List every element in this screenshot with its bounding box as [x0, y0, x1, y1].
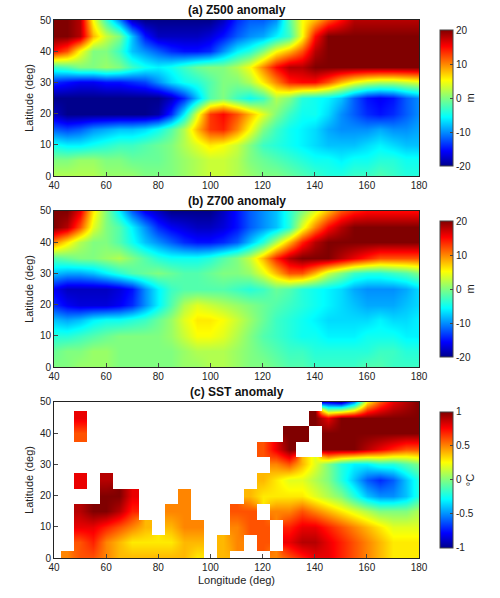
svg-text:60: 60	[101, 371, 113, 382]
svg-text:-1: -1	[456, 542, 465, 553]
svg-text:50: 50	[40, 15, 52, 26]
svg-text:10: 10	[40, 521, 52, 532]
svg-text:°C: °C	[464, 474, 476, 486]
svg-text:1: 1	[456, 406, 462, 417]
svg-text:m: m	[464, 93, 476, 102]
svg-text:0: 0	[45, 362, 51, 373]
svg-text:160: 160	[359, 562, 376, 573]
svg-text:50: 50	[40, 205, 52, 216]
svg-text:120: 120	[254, 371, 271, 382]
svg-text:180: 180	[411, 180, 428, 191]
svg-text:100: 100	[202, 371, 219, 382]
svg-text:20: 20	[456, 25, 468, 36]
svg-text:80: 80	[153, 562, 165, 573]
svg-text:120: 120	[254, 562, 271, 573]
svg-text:10: 10	[456, 250, 468, 261]
svg-text:80: 80	[153, 371, 165, 382]
svg-text:140: 140	[306, 180, 323, 191]
svg-text:50: 50	[40, 396, 52, 407]
svg-text:-20: -20	[456, 161, 471, 172]
svg-text:10: 10	[40, 139, 52, 150]
svg-text:0.5: 0.5	[456, 440, 470, 451]
svg-text:(c) SST anomaly: (c) SST anomaly	[190, 385, 284, 399]
svg-text:180: 180	[411, 371, 428, 382]
svg-text:80: 80	[153, 180, 165, 191]
svg-text:60: 60	[101, 180, 113, 191]
svg-text:Longitude (deg): Longitude (deg)	[198, 574, 275, 586]
svg-text:40: 40	[48, 371, 60, 382]
svg-text:Latitude (deg): Latitude (deg)	[23, 255, 35, 323]
svg-text:-10: -10	[456, 318, 471, 329]
svg-text:0: 0	[45, 553, 51, 564]
svg-text:30: 30	[40, 459, 52, 470]
svg-text:Latitude (deg): Latitude (deg)	[23, 64, 35, 132]
svg-text:160: 160	[359, 180, 376, 191]
svg-text:Latitude (deg): Latitude (deg)	[23, 446, 35, 514]
svg-text:(a) Z500 anomaly: (a) Z500 anomaly	[188, 3, 286, 17]
svg-text:10: 10	[456, 59, 468, 70]
svg-text:30: 30	[40, 268, 52, 279]
svg-text:180: 180	[411, 562, 428, 573]
svg-text:160: 160	[359, 371, 376, 382]
svg-text:0: 0	[456, 93, 462, 104]
svg-text:40: 40	[48, 562, 60, 573]
svg-text:20: 20	[456, 216, 468, 227]
svg-text:-0.5: -0.5	[456, 508, 474, 519]
svg-text:-10: -10	[456, 127, 471, 138]
svg-text:120: 120	[254, 180, 271, 191]
svg-text:m: m	[464, 284, 476, 293]
svg-text:0: 0	[456, 474, 462, 485]
svg-text:20: 20	[40, 299, 52, 310]
svg-text:-20: -20	[456, 352, 471, 363]
svg-text:0: 0	[456, 284, 462, 295]
svg-text:40: 40	[40, 46, 52, 57]
svg-text:140: 140	[306, 371, 323, 382]
svg-text:30: 30	[40, 77, 52, 88]
svg-text:0: 0	[45, 171, 51, 182]
svg-text:100: 100	[202, 562, 219, 573]
svg-text:40: 40	[40, 428, 52, 439]
svg-text:20: 20	[40, 490, 52, 501]
svg-text:20: 20	[40, 108, 52, 119]
svg-text:140: 140	[306, 562, 323, 573]
svg-text:60: 60	[101, 562, 113, 573]
svg-text:100: 100	[202, 180, 219, 191]
svg-text:10: 10	[40, 330, 52, 341]
svg-text:(b) Z700 anomaly: (b) Z700 anomaly	[188, 194, 286, 208]
svg-text:40: 40	[40, 237, 52, 248]
svg-text:40: 40	[48, 180, 60, 191]
